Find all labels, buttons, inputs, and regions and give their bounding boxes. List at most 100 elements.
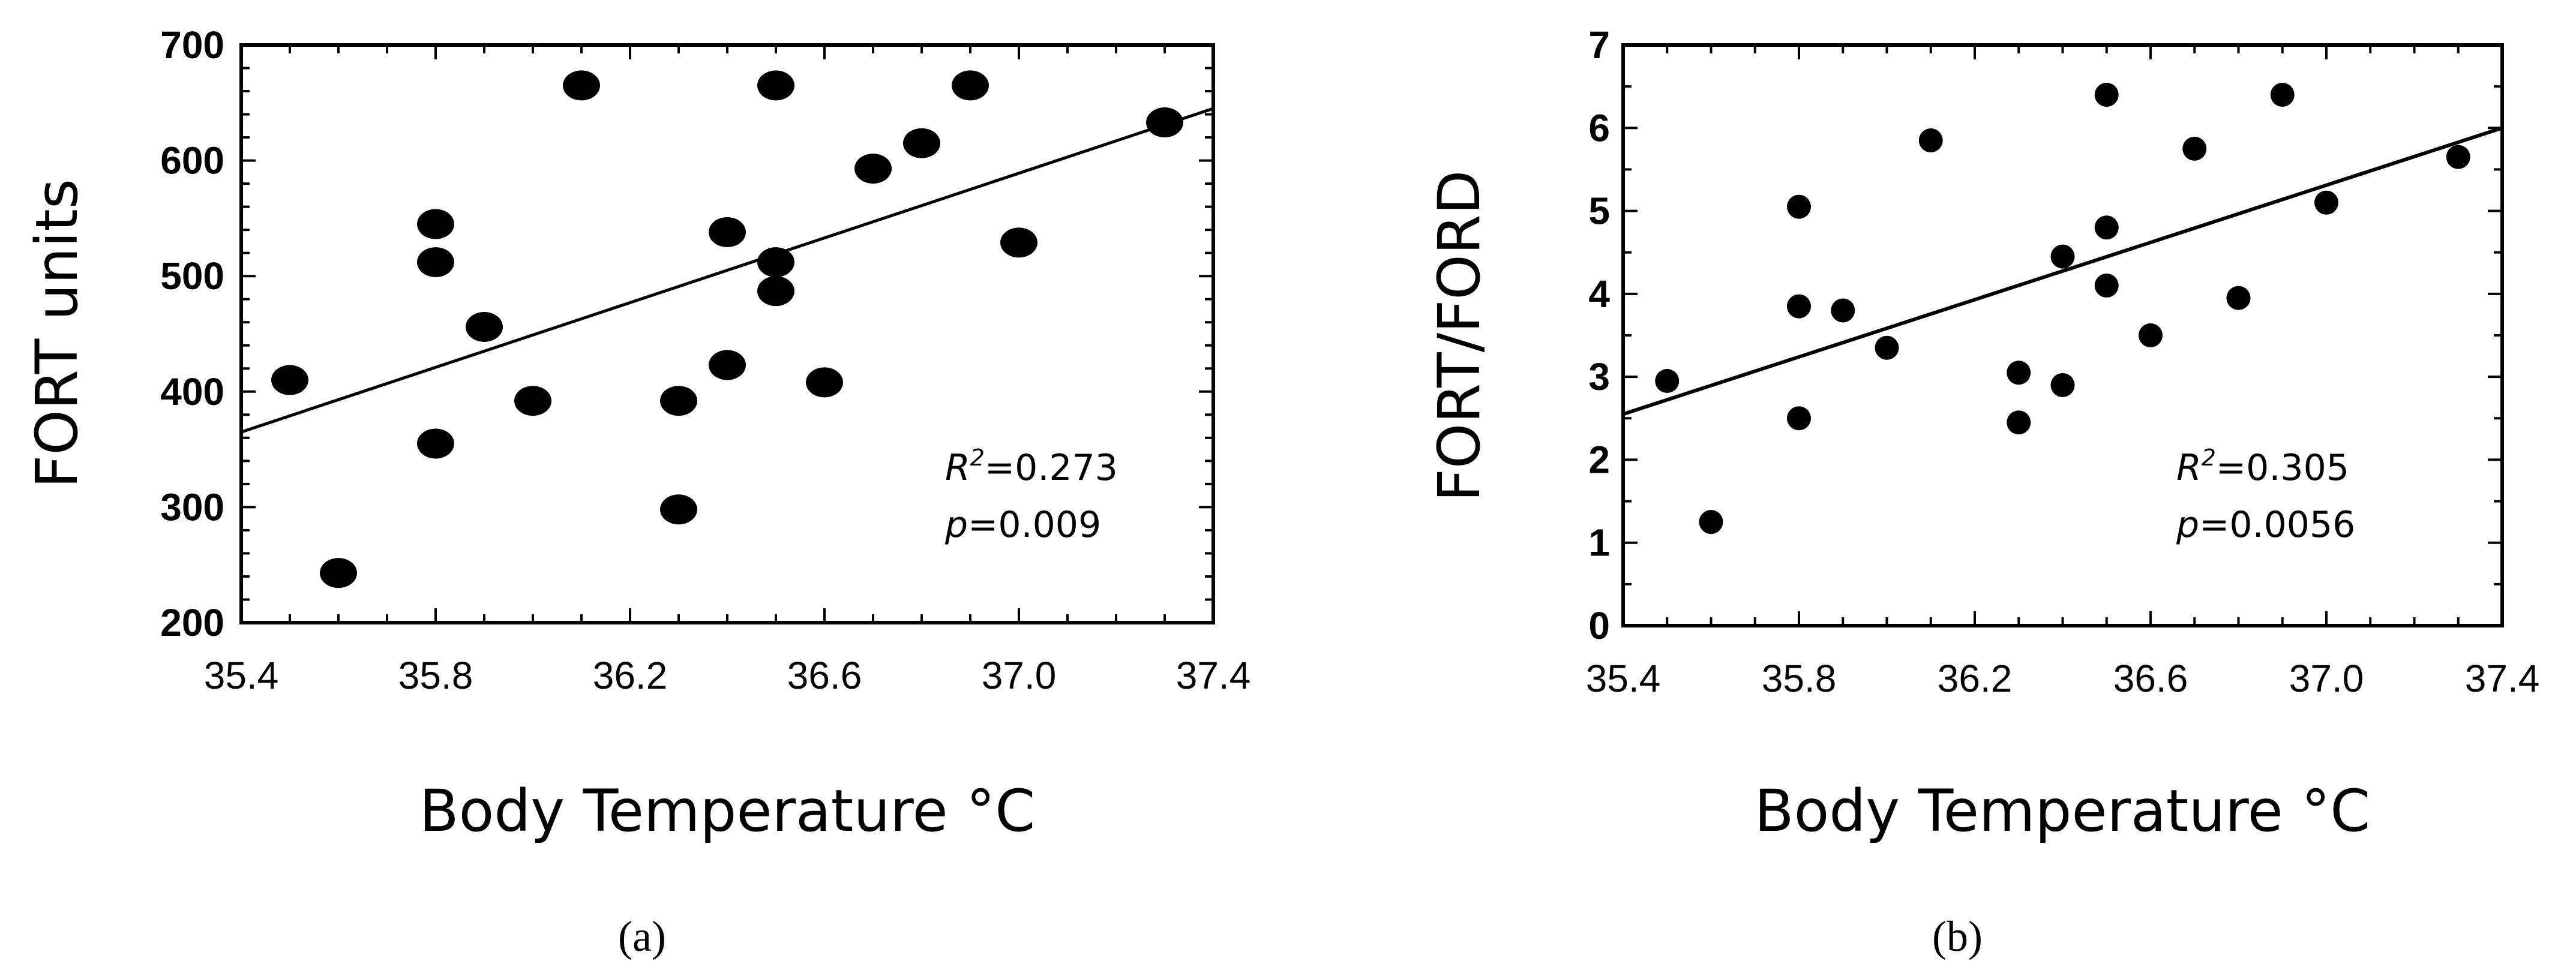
- x-tick-label: 37.4: [1176, 654, 1251, 697]
- y-tick-label: 500: [160, 254, 224, 298]
- data-point: [660, 494, 697, 525]
- data-point: [271, 365, 308, 395]
- y-axis-ticks: [241, 44, 1213, 624]
- p-value: =0.0056: [2199, 504, 2355, 546]
- x-tick-labels: 35.4 35.8 36.2 36.6 37.0 37.4: [204, 654, 1251, 697]
- data-point: [2007, 410, 2031, 435]
- data-point: [903, 128, 940, 158]
- r2-value: =0.273: [985, 447, 1118, 489]
- y-axis-title: FORT/FORD: [1426, 170, 1493, 502]
- plot-frame: [1621, 43, 2504, 627]
- data-point: [1787, 294, 1811, 319]
- data-point: [1699, 510, 1723, 534]
- data-point: [2226, 286, 2251, 310]
- r2-symbol: R: [2176, 447, 2202, 489]
- data-point: [660, 386, 697, 416]
- y-tick-label: 1: [1588, 521, 1610, 564]
- data-point: [952, 70, 989, 101]
- data-point: [2094, 215, 2119, 240]
- x-tick-label: 36.6: [2113, 657, 2188, 700]
- data-point: [2007, 361, 2031, 385]
- x-tick-labels: 35.4 35.8 36.2 36.6 37.0 37.4: [1586, 657, 2540, 700]
- data-point: [1875, 335, 1899, 360]
- y-tick-label: 200: [160, 601, 224, 644]
- y-tick-label: 0: [1588, 604, 1610, 647]
- r-squared-annotation: R2=0.273: [945, 445, 1118, 489]
- data-point: [1146, 107, 1183, 138]
- data-point: [2094, 274, 2119, 298]
- y-tick-label: 300: [160, 485, 224, 528]
- data-point: [757, 70, 794, 101]
- r2-exponent: 2: [970, 445, 985, 471]
- x-tick-label: 37.0: [2289, 657, 2364, 700]
- data-point: [466, 311, 503, 342]
- data-point: [1787, 406, 1811, 431]
- y-tick-label: 3: [1588, 355, 1610, 398]
- x-tick-label: 35.8: [1762, 657, 1837, 700]
- data-point: [757, 247, 794, 278]
- p-value-annotation: p=0.0056: [2176, 504, 2355, 546]
- data-points: [1655, 82, 2470, 534]
- y-tick-label: 400: [160, 370, 224, 413]
- p-symbol: p: [2176, 504, 2199, 546]
- data-point: [2270, 82, 2295, 107]
- x-tick-label: 36.6: [787, 654, 862, 697]
- x-axis-title: Body Temperature °C: [1755, 777, 2371, 845]
- data-point: [320, 558, 357, 588]
- data-point: [2446, 145, 2470, 169]
- regression-line: [241, 107, 1214, 434]
- data-point: [417, 428, 454, 459]
- y-tick-label: 5: [1588, 190, 1610, 233]
- r2-symbol: R: [945, 447, 970, 489]
- data-point: [514, 386, 551, 416]
- data-point: [2182, 136, 2207, 161]
- data-point: [563, 70, 600, 101]
- x-axis-ticks: [1622, 45, 2503, 626]
- y-axis-ticks: [1623, 44, 2502, 627]
- y-axis-title: FORT units: [23, 179, 91, 488]
- x-tick-label: 35.8: [398, 654, 473, 697]
- y-tick-label: 7: [1588, 23, 1610, 67]
- data-point: [709, 217, 746, 248]
- data-points: [271, 70, 1183, 588]
- r2-exponent: 2: [2202, 445, 2216, 471]
- y-tick-label: 2: [1588, 438, 1610, 481]
- x-axis-title: Body Temperature °C: [419, 777, 1036, 845]
- x-tick-label: 35.4: [1586, 657, 1661, 700]
- data-point: [2314, 190, 2338, 215]
- data-point: [417, 247, 454, 278]
- panel-label: (a): [618, 912, 666, 960]
- data-point: [709, 350, 746, 380]
- y-tick-labels: 200 300 400 500 600 700: [160, 23, 224, 644]
- p-value: =0.009: [968, 504, 1101, 546]
- data-point: [417, 209, 454, 239]
- r2-value: =0.305: [2216, 447, 2349, 489]
- x-axis-ticks: [240, 45, 1214, 623]
- x-tick-label: 35.4: [204, 654, 279, 697]
- data-point: [854, 154, 892, 184]
- data-point: [2094, 82, 2119, 107]
- y-tick-label: 4: [1588, 272, 1610, 316]
- y-tick-label: 6: [1588, 106, 1610, 149]
- x-tick-label: 37.0: [982, 654, 1057, 697]
- x-tick-label: 36.2: [593, 654, 668, 697]
- data-point: [1787, 194, 1811, 219]
- panel-label: (b): [1932, 912, 1983, 960]
- x-tick-label: 37.4: [2465, 657, 2540, 700]
- data-point: [1918, 128, 1943, 153]
- data-point: [1831, 298, 1855, 323]
- data-point: [1000, 227, 1037, 258]
- y-tick-label: 700: [160, 23, 224, 67]
- data-point: [757, 276, 794, 307]
- data-point: [2139, 323, 2163, 347]
- regression-line: [1623, 126, 2503, 416]
- data-point: [1655, 369, 1680, 394]
- p-symbol: p: [944, 504, 968, 546]
- y-tick-labels: 0 1 2 3 4 5 6 7: [1588, 23, 1610, 647]
- data-point: [806, 367, 843, 398]
- data-point: [2050, 244, 2075, 269]
- y-tick-label: 600: [160, 139, 224, 182]
